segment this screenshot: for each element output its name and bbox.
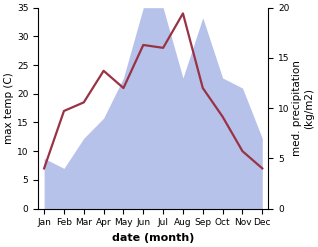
Y-axis label: max temp (C): max temp (C) — [4, 72, 14, 144]
Y-axis label: med. precipitation
(kg/m2): med. precipitation (kg/m2) — [292, 60, 314, 156]
X-axis label: date (month): date (month) — [112, 233, 194, 243]
